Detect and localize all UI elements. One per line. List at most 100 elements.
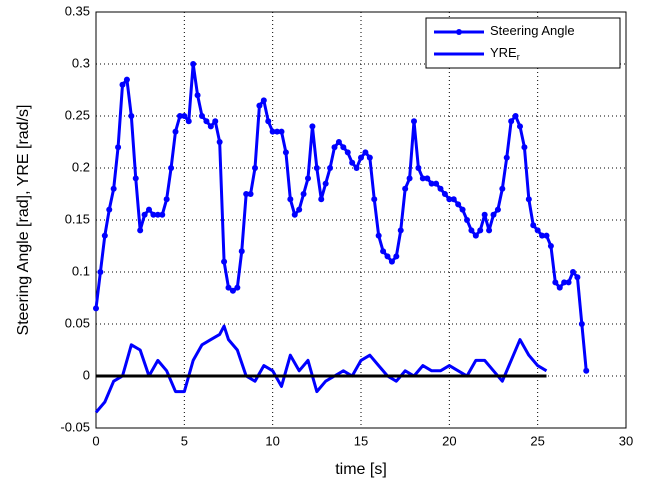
- point: [499, 185, 506, 192]
- point: [243, 191, 250, 197]
- point: [119, 81, 126, 88]
- point: [265, 118, 272, 125]
- point: [437, 185, 444, 192]
- x-tick-label: 20: [442, 433, 456, 448]
- point: [570, 269, 576, 275]
- series-line: [94, 62, 588, 371]
- point: [486, 227, 493, 234]
- point: [340, 144, 347, 151]
- point: [216, 139, 223, 145]
- point: [305, 175, 311, 182]
- point: [252, 165, 258, 171]
- point: [97, 269, 104, 275]
- point: [221, 258, 228, 265]
- point: [344, 149, 351, 156]
- y-tick-label: 0.15: [65, 211, 90, 226]
- point: [503, 154, 510, 161]
- point: [128, 113, 135, 119]
- y-tick-label: 0.1: [72, 263, 90, 278]
- point: [115, 144, 122, 151]
- point: [402, 185, 409, 192]
- point: [313, 165, 320, 171]
- point: [380, 248, 387, 255]
- point: [327, 165, 334, 171]
- point: [309, 123, 316, 130]
- point: [141, 211, 148, 218]
- point: [578, 321, 585, 327]
- legend-name: Steering Angle: [490, 23, 575, 38]
- point: [225, 284, 232, 291]
- point: [199, 113, 205, 119]
- point: [393, 253, 400, 260]
- point: [234, 284, 241, 291]
- point: [406, 175, 413, 182]
- point: [358, 154, 364, 161]
- point: [428, 180, 435, 187]
- point: [300, 191, 307, 197]
- point: [132, 175, 139, 182]
- point: [384, 253, 391, 260]
- legend-box: [425, 17, 621, 69]
- point: [146, 206, 152, 213]
- point: [194, 92, 201, 99]
- point: [450, 196, 457, 203]
- point: [159, 211, 166, 218]
- x-tick-label: 30: [619, 433, 633, 448]
- point: [419, 175, 426, 182]
- legend-marker: [456, 29, 462, 35]
- point: [296, 206, 303, 213]
- point: [565, 279, 572, 286]
- point: [207, 123, 214, 130]
- point: [331, 144, 338, 151]
- point: [110, 185, 117, 192]
- point: [534, 227, 541, 234]
- x-tick-label: 10: [265, 433, 279, 448]
- point: [172, 128, 179, 135]
- point: [477, 227, 484, 234]
- point: [362, 149, 369, 156]
- point: [349, 159, 356, 166]
- point: [459, 206, 466, 213]
- point: [424, 175, 431, 182]
- point: [375, 232, 382, 239]
- point: [181, 113, 188, 119]
- point: [472, 232, 479, 239]
- point: [322, 180, 329, 187]
- point: [260, 97, 267, 104]
- point: [464, 217, 470, 223]
- point: [468, 227, 475, 234]
- point: [278, 128, 285, 135]
- plot-frame: [95, 11, 627, 429]
- point: [137, 227, 144, 234]
- point: [318, 196, 325, 203]
- y-tick-label: 0.3: [72, 55, 90, 70]
- y-tick-label: 0.35: [65, 3, 90, 18]
- point: [274, 128, 281, 135]
- point: [574, 274, 581, 281]
- point: [185, 118, 192, 125]
- point: [388, 258, 395, 265]
- point: [455, 201, 462, 208]
- x-tick-label: 0: [92, 433, 99, 448]
- point: [397, 227, 404, 234]
- legend-name: YRE: [490, 45, 517, 60]
- point: [335, 139, 342, 145]
- point: [176, 113, 183, 119]
- point: [525, 196, 532, 203]
- legend-label: Steering Angle: [490, 23, 575, 38]
- point: [494, 206, 501, 213]
- point: [190, 61, 197, 67]
- point: [561, 279, 568, 286]
- x-axis-label: time [s]: [335, 461, 387, 478]
- y-axis-label: Steering Angle [rad], YRE [rad/s]: [15, 105, 32, 336]
- point: [512, 113, 519, 119]
- point: [93, 305, 99, 312]
- point: [291, 211, 298, 218]
- y-tick-label: 0: [83, 367, 90, 382]
- point: [168, 165, 175, 171]
- point: [547, 243, 554, 249]
- legend-subscript: r: [517, 52, 520, 62]
- point: [282, 149, 289, 156]
- y-tick-label: -0.05: [60, 419, 90, 434]
